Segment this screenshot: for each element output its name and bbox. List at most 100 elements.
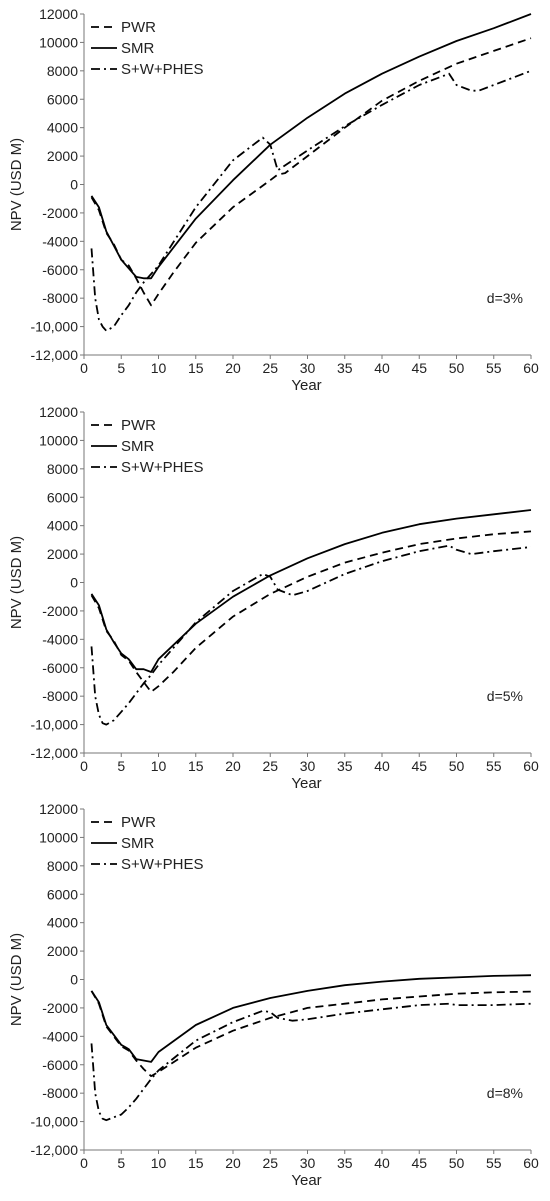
y-tick-label: -4000	[42, 631, 78, 647]
x-tick-label: 40	[374, 1155, 390, 1171]
x-tick-label: 25	[262, 1155, 278, 1171]
x-tick-label: 60	[523, 360, 539, 376]
y-tick-label: 10000	[39, 829, 78, 845]
y-tick-label: 0	[70, 972, 78, 988]
x-tick-label: 0	[80, 758, 88, 774]
x-tick-label: 30	[300, 1155, 316, 1171]
x-tick-label: 15	[188, 1155, 204, 1171]
x-tick-label: 25	[262, 758, 278, 774]
y-tick-label: -12,000	[31, 745, 79, 761]
y-tick-label: 10000	[39, 432, 78, 448]
legend-label: PWR	[121, 814, 156, 831]
y-tick-label: -4000	[42, 233, 78, 249]
series-line-s-w-phes	[90, 544, 532, 726]
y-tick-label: -12,000	[31, 347, 79, 363]
x-tick-label: 40	[374, 360, 390, 376]
y-tick-label: -4000	[42, 1028, 78, 1044]
x-tick-label: 55	[486, 1155, 502, 1171]
legend-label: S+W+PHES	[121, 856, 204, 873]
series-line-smr	[90, 509, 532, 673]
y-tick-label: 2000	[47, 943, 78, 959]
legend-label: SMR	[121, 835, 155, 852]
x-tick-label: 30	[300, 360, 316, 376]
x-tick-label: 50	[449, 1155, 465, 1171]
y-tick-label: -8000	[42, 688, 78, 704]
series-line-smr	[90, 13, 532, 280]
x-tick-label: 60	[523, 758, 539, 774]
y-tick-label: 8000	[47, 461, 78, 477]
series-line-pwr	[90, 37, 532, 307]
y-tick-label: -8000	[42, 1085, 78, 1101]
y-tick-label: 10000	[39, 34, 78, 50]
x-tick-label: 5	[117, 1155, 125, 1171]
legend-label: PWR	[121, 417, 156, 434]
chart-panel-2: -12,000 -10,000 -8000 -6000 -4000 -2000 0 2000 4…	[8, 404, 539, 792]
y-axis-label: NPV (USD M)	[8, 138, 25, 231]
discount-rate-annotation: d=8%	[487, 1085, 523, 1101]
y-tick-label: 2000	[47, 148, 78, 164]
y-tick-label: 0	[70, 177, 78, 193]
legend-label: S+W+PHES	[121, 61, 204, 78]
series-line-s-w-phes	[90, 69, 532, 332]
y-tick-label: 12000	[39, 801, 78, 817]
y-axis-label: NPV (USD M)	[8, 933, 25, 1026]
y-tick-label: -8000	[42, 290, 78, 306]
x-tick-label: 20	[225, 1155, 241, 1171]
legend-label: S+W+PHES	[121, 459, 204, 476]
y-tick-label: -6000	[42, 1057, 78, 1073]
x-tick-label: 25	[262, 360, 278, 376]
series-line-s-w-phes	[90, 1002, 532, 1122]
x-tick-label: 45	[411, 758, 427, 774]
x-tick-label: 5	[117, 360, 125, 376]
x-tick-label: 10	[151, 1155, 167, 1171]
y-tick-label: -6000	[42, 660, 78, 676]
x-tick-label: 20	[225, 360, 241, 376]
x-tick-label: 45	[411, 1155, 427, 1171]
x-tick-label: 35	[337, 1155, 353, 1171]
y-tick-label: 0	[70, 575, 78, 591]
legend-label: PWR	[121, 19, 156, 36]
y-tick-label: -2000	[42, 1000, 78, 1016]
y-tick-label: 4000	[47, 915, 78, 931]
y-tick-label: -6000	[42, 262, 78, 278]
x-tick-label: 35	[337, 360, 353, 376]
x-tick-label: 10	[151, 360, 167, 376]
x-tick-label: 15	[188, 758, 204, 774]
x-axis-label: Year	[291, 775, 321, 792]
series-line-smr	[90, 974, 532, 1063]
x-tick-label: 35	[337, 758, 353, 774]
x-tick-label: 45	[411, 360, 427, 376]
x-tick-label: 55	[486, 360, 502, 376]
y-tick-label: -12,000	[31, 1142, 79, 1158]
y-axis-label: NPV (USD M)	[8, 536, 25, 629]
y-tick-label: -10,000	[31, 319, 79, 335]
x-tick-label: 30	[300, 758, 316, 774]
y-tick-label: 2000	[47, 546, 78, 562]
y-tick-label: 12000	[39, 404, 78, 420]
x-tick-label: 5	[117, 758, 125, 774]
y-tick-label: 8000	[47, 63, 78, 79]
legend-label: SMR	[121, 40, 155, 57]
x-axis-label: Year	[291, 377, 321, 394]
discount-rate-annotation: d=3%	[487, 290, 523, 306]
y-tick-label: -10,000	[31, 1114, 79, 1130]
x-tick-label: 15	[188, 360, 204, 376]
y-tick-label: 8000	[47, 858, 78, 874]
chart-panel-3: -12,000 -10,000 -8000 -6000 -4000 -2000 0 2000 4…	[8, 801, 539, 1189]
x-tick-label: 55	[486, 758, 502, 774]
legend-label: SMR	[121, 438, 155, 455]
x-tick-label: 60	[523, 1155, 539, 1171]
series-line-pwr	[90, 990, 532, 1077]
x-tick-label: 20	[225, 758, 241, 774]
y-tick-label: 6000	[47, 91, 78, 107]
x-tick-label: 10	[151, 758, 167, 774]
x-tick-label: 0	[80, 360, 88, 376]
y-tick-label: -10,000	[31, 717, 79, 733]
chart-panel-1: -12,000 -10,000 -8000 -6000 -4000 -2000 0 2000 4…	[8, 6, 539, 394]
y-tick-label: -2000	[42, 603, 78, 619]
y-tick-label: 4000	[47, 120, 78, 136]
discount-rate-annotation: d=5%	[487, 688, 523, 704]
x-tick-label: 40	[374, 758, 390, 774]
x-tick-label: 50	[449, 758, 465, 774]
